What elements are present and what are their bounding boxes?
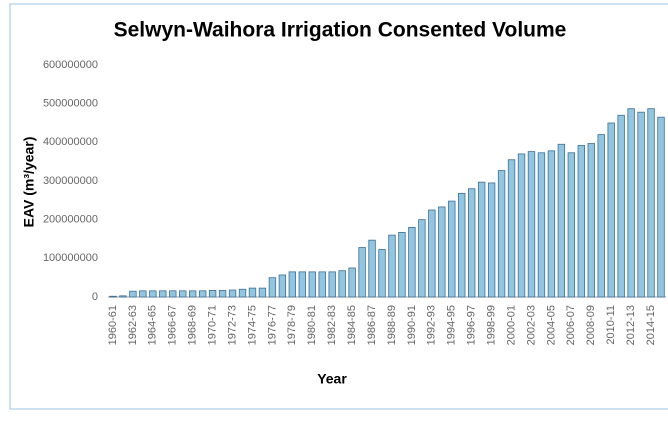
x-tick-label: 1994-95 bbox=[446, 305, 458, 345]
chart-title: Selwyn-Waihora Irrigation Consented Volu… bbox=[114, 19, 567, 42]
x-tick-label: 1986-87 bbox=[366, 305, 378, 345]
bar bbox=[567, 152, 576, 298]
x-tick-label: 1962-63 bbox=[127, 305, 139, 345]
bar bbox=[278, 274, 287, 298]
y-tick-label: 600000000 bbox=[43, 59, 98, 71]
bar bbox=[149, 290, 157, 298]
bar bbox=[378, 249, 386, 298]
x-tick-label: 1974-75 bbox=[246, 305, 258, 345]
bar bbox=[238, 288, 247, 298]
x-tick-label: 2010-11 bbox=[605, 305, 617, 345]
bar bbox=[169, 290, 177, 298]
x-tick-label: 1992-93 bbox=[426, 305, 438, 345]
x-axis-title: Year bbox=[317, 371, 347, 387]
bar bbox=[388, 234, 396, 298]
x-tick-label: 1980-81 bbox=[306, 305, 318, 345]
bar bbox=[368, 239, 376, 298]
x-tick-label: 2006-07 bbox=[565, 305, 577, 345]
x-tick-label: 2012-13 bbox=[625, 305, 637, 345]
y-tick-label: 100000000 bbox=[43, 252, 98, 264]
bar bbox=[487, 182, 496, 298]
bar bbox=[208, 290, 217, 298]
y-tick-label: 200000000 bbox=[43, 214, 98, 226]
x-tick-label: 2004-05 bbox=[545, 305, 557, 345]
y-tick-label: 300000000 bbox=[43, 175, 98, 187]
bar bbox=[448, 200, 456, 298]
bar bbox=[398, 232, 406, 298]
bar bbox=[218, 290, 227, 298]
bar bbox=[159, 290, 167, 298]
bar bbox=[298, 271, 306, 298]
x-tick-label: 2014-15 bbox=[645, 305, 657, 345]
bar bbox=[189, 290, 197, 298]
bar bbox=[627, 108, 635, 298]
bar bbox=[477, 181, 486, 298]
bar bbox=[537, 152, 546, 298]
x-tick-label: 1960-61 bbox=[107, 305, 119, 345]
bar bbox=[308, 271, 316, 298]
bar bbox=[458, 192, 466, 298]
bar bbox=[657, 116, 665, 298]
bar bbox=[348, 267, 356, 298]
bar bbox=[577, 145, 585, 298]
x-tick-label: 1970-71 bbox=[207, 305, 219, 345]
x-tick-label: 1976-77 bbox=[266, 305, 278, 345]
bar bbox=[647, 108, 655, 298]
bar bbox=[318, 271, 326, 298]
bar bbox=[179, 290, 187, 298]
bar bbox=[228, 289, 237, 298]
y-tick-label: 500000000 bbox=[43, 98, 98, 110]
x-tick-label: 1964-65 bbox=[147, 305, 159, 345]
y-axis-title: EAV (m³/year) bbox=[21, 137, 37, 228]
bar bbox=[258, 287, 267, 298]
bar bbox=[557, 143, 566, 298]
x-tick-label: 1996-97 bbox=[466, 305, 478, 345]
bar bbox=[438, 206, 446, 298]
bar bbox=[109, 295, 117, 298]
bar bbox=[288, 271, 297, 298]
bar bbox=[129, 290, 137, 298]
x-tick-label: 2008-09 bbox=[585, 305, 597, 345]
x-tick-label: 1982-83 bbox=[326, 305, 338, 345]
bar bbox=[547, 150, 556, 298]
x-tick-label: 1984-85 bbox=[346, 305, 358, 345]
bar bbox=[119, 295, 127, 298]
bar bbox=[497, 170, 506, 298]
bar bbox=[198, 290, 207, 298]
bar bbox=[248, 287, 257, 298]
x-tick-label: 1966-67 bbox=[167, 305, 179, 345]
bar bbox=[617, 114, 625, 298]
bar bbox=[607, 122, 615, 298]
y-tick-label: 0 bbox=[92, 291, 98, 303]
x-tick-label: 2002-03 bbox=[525, 305, 537, 345]
x-tick-label: 1988-89 bbox=[386, 305, 398, 345]
bar bbox=[507, 159, 516, 298]
x-tick-label: 2000-01 bbox=[505, 305, 517, 345]
bar bbox=[328, 271, 336, 298]
x-tick-label: 1998-99 bbox=[486, 305, 498, 345]
bar bbox=[517, 153, 526, 298]
x-tick-label: 1972-73 bbox=[226, 305, 238, 345]
bar bbox=[338, 270, 346, 298]
x-tick-label: 1978-79 bbox=[286, 305, 298, 345]
x-tick-label: 1968-69 bbox=[187, 305, 199, 345]
bar bbox=[428, 209, 436, 298]
y-tick-label: 400000000 bbox=[43, 136, 98, 148]
bar bbox=[597, 134, 605, 298]
bar bbox=[637, 111, 645, 298]
bar bbox=[468, 188, 476, 298]
bar bbox=[408, 226, 416, 298]
bar bbox=[358, 247, 366, 298]
bar bbox=[418, 219, 426, 298]
bar bbox=[587, 143, 595, 298]
bar bbox=[139, 290, 147, 298]
x-tick-label: 1990-91 bbox=[406, 305, 418, 345]
bar bbox=[527, 151, 536, 298]
bar bbox=[268, 277, 277, 298]
